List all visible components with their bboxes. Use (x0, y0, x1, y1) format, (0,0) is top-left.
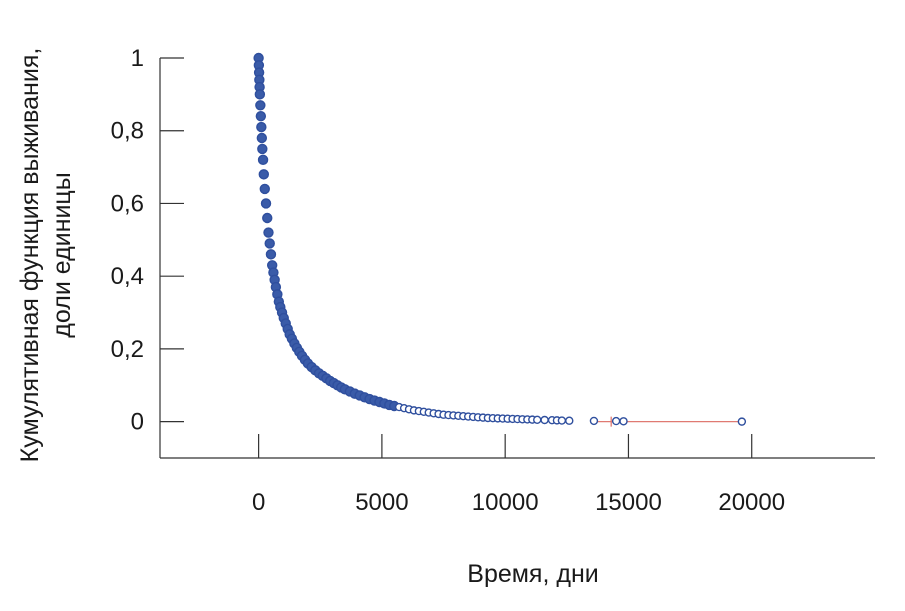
data-point (265, 249, 277, 260)
y-tick-label: 0,4 (111, 263, 144, 290)
x-tick-label: 0 (252, 489, 265, 516)
x-axis-ticks: 0 5000 10000 15000 20000 (252, 434, 785, 516)
data-point (264, 238, 275, 249)
data-points (253, 52, 747, 426)
data-point (737, 417, 747, 426)
data-point (258, 169, 269, 180)
y-axis-ticks: 0 0,2 0,4 0,6 0,8 1 (111, 45, 184, 436)
x-tick-label: 20000 (718, 489, 785, 516)
data-point (589, 416, 599, 426)
data-point (565, 416, 574, 425)
y-axis-title: Кумулятивная функция выживания, доли еди… (16, 48, 76, 463)
data-point (260, 198, 272, 209)
x-tick-label: 5000 (355, 489, 408, 516)
data-point (533, 415, 542, 425)
y-axis-title-line-2: доли единицы (48, 172, 76, 337)
data-point (255, 110, 267, 122)
y-tick-label: 0,6 (111, 190, 144, 217)
y-tick-label: 1 (131, 45, 144, 72)
data-point (257, 143, 268, 155)
y-axis-title-line-1: Кумулятивная функция выживания, (16, 48, 44, 463)
data-point (619, 417, 628, 426)
x-tick-label: 10000 (472, 489, 539, 516)
y-tick-label: 0 (131, 409, 144, 436)
y-tick-label: 0,8 (111, 118, 144, 145)
data-point (256, 121, 267, 133)
data-point (540, 415, 549, 425)
data-point (611, 416, 621, 426)
data-point (262, 212, 273, 224)
data-point (254, 89, 266, 100)
data-point (256, 132, 268, 144)
data-point (263, 227, 274, 238)
x-axis-title: Время, дни (467, 560, 598, 588)
x-tick-label: 15000 (595, 489, 662, 516)
data-point (257, 154, 269, 166)
data-point (557, 416, 567, 425)
y-tick-label: 0,2 (111, 336, 144, 363)
axes (159, 58, 875, 459)
data-point (255, 100, 266, 111)
data-point (259, 183, 270, 195)
